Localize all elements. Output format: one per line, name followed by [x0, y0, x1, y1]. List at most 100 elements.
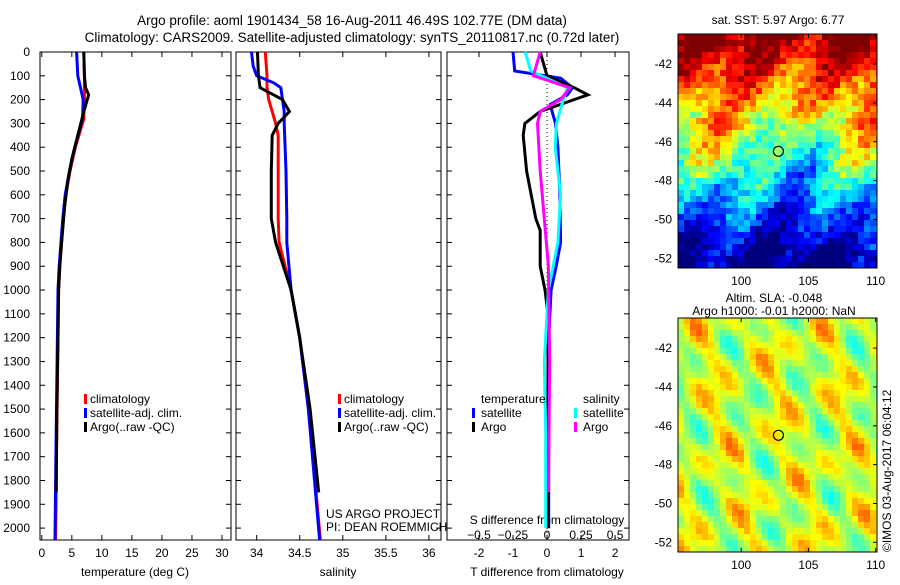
- map-cell: [762, 178, 768, 184]
- map-cell: [720, 64, 726, 70]
- map-cell: [738, 52, 744, 58]
- map-cell: [816, 112, 822, 118]
- map-cell: [792, 336, 798, 342]
- map-cell: [858, 250, 864, 256]
- map-cell: [702, 250, 708, 256]
- map-cell: [804, 528, 810, 534]
- map-cell: [828, 124, 834, 130]
- map-cell: [846, 390, 852, 396]
- map-cell: [768, 256, 774, 262]
- map-cell: [684, 336, 690, 342]
- map-cell: [792, 324, 798, 330]
- map-cell: [744, 426, 750, 432]
- map-cell: [696, 196, 702, 202]
- map-cell: [678, 378, 684, 384]
- map-cell: [738, 414, 744, 420]
- map-cell: [798, 486, 804, 492]
- map-cell: [750, 184, 756, 190]
- map-cell: [840, 184, 846, 190]
- map-cell: [870, 546, 876, 552]
- map-cell: [864, 82, 870, 88]
- map-cell: [702, 444, 708, 450]
- map-cell: [804, 202, 810, 208]
- map-cell: [744, 244, 750, 250]
- map-cell: [756, 330, 762, 336]
- map-cell: [726, 318, 732, 324]
- map-cell: [840, 354, 846, 360]
- map-cell: [792, 214, 798, 220]
- map-cell: [840, 166, 846, 172]
- map-cell: [768, 148, 774, 154]
- map-cell: [678, 420, 684, 426]
- map-cell: [852, 70, 858, 76]
- map-cell: [708, 414, 714, 420]
- map-cell: [708, 372, 714, 378]
- map-cell: [780, 88, 786, 94]
- map-cell: [840, 438, 846, 444]
- map-cell: [732, 34, 738, 40]
- map-cell: [744, 202, 750, 208]
- map-cell: [756, 166, 762, 172]
- map-cell: [858, 88, 864, 94]
- map-cell: [846, 546, 852, 552]
- map-cell: [852, 372, 858, 378]
- map-cell: [696, 486, 702, 492]
- map-cell: [720, 342, 726, 348]
- map-cell: [786, 366, 792, 372]
- map-cell: [792, 184, 798, 190]
- map-cell: [684, 244, 690, 250]
- map-cell: [762, 474, 768, 480]
- y-tick-label: 700: [10, 212, 30, 226]
- map-cell: [684, 220, 690, 226]
- map-cell: [714, 34, 720, 40]
- map-cell: [774, 486, 780, 492]
- map-cell: [714, 142, 720, 148]
- map-cell: [702, 226, 708, 232]
- map-cell: [714, 172, 720, 178]
- map-cell: [864, 324, 870, 330]
- map-cell: [846, 166, 852, 172]
- y-tick-label: 1100: [4, 307, 30, 321]
- map-cell: [696, 76, 702, 82]
- map-cell: [792, 136, 798, 142]
- map-cell: [756, 396, 762, 402]
- map-cell: [708, 516, 714, 522]
- map-cell: [840, 468, 846, 474]
- map-cell: [810, 336, 816, 342]
- map-cell: [834, 468, 840, 474]
- map-cell: [834, 330, 840, 336]
- map-cell: [738, 438, 744, 444]
- map-cell: [708, 522, 714, 528]
- map-cell: [684, 504, 690, 510]
- map-cell: [774, 220, 780, 226]
- map-cell: [780, 492, 786, 498]
- map-cell: [744, 408, 750, 414]
- map-cell: [780, 366, 786, 372]
- map-cell: [852, 522, 858, 528]
- map-cell: [714, 94, 720, 100]
- map-cell: [768, 516, 774, 522]
- map-cell: [756, 528, 762, 534]
- map-cell: [756, 360, 762, 366]
- map-cell: [696, 250, 702, 256]
- map-cell: [828, 330, 834, 336]
- map-cell: [840, 408, 846, 414]
- map-cell: [744, 444, 750, 450]
- map-cell: [750, 70, 756, 76]
- map-cell: [726, 486, 732, 492]
- map-cell: [732, 112, 738, 118]
- map-cell: [786, 474, 792, 480]
- map-cell: [852, 76, 858, 82]
- map-cell: [798, 336, 804, 342]
- map-cell: [696, 220, 702, 226]
- map-cell: [684, 136, 690, 142]
- y-tick-label: -46: [655, 419, 673, 433]
- map-cell: [738, 420, 744, 426]
- map-cell: [762, 384, 768, 390]
- map-cell: [852, 238, 858, 244]
- map-cell: [846, 262, 852, 268]
- map-cell: [846, 414, 852, 420]
- map-cell: [702, 70, 708, 76]
- map-cell: [714, 390, 720, 396]
- map-cell: [690, 354, 696, 360]
